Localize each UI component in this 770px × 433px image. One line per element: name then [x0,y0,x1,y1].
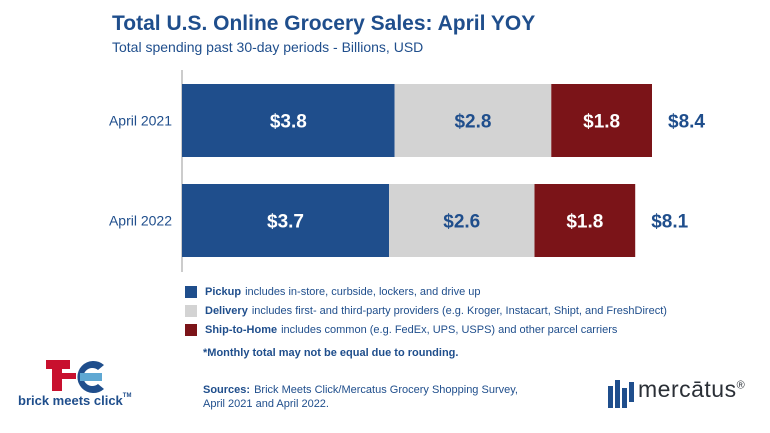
legend-name-delivery: Delivery [205,304,248,317]
legend-swatch-pickup [185,285,197,298]
rounding-footnote: *Monthly total may not be equal due to r… [203,347,459,359]
mercatus-logo-mark [608,380,634,408]
stacked-bar-chart: April 2021 $3.8 $2.8 $1.8 $8.4 April 2022 $3.7… [109,70,705,272]
bar-segment-pickup [182,84,395,157]
legend-swatch-ship-to-home [185,323,197,336]
trademark-mark: TM [122,393,132,399]
registered-mark: ® [736,379,746,392]
chart-title: Total U.S. Online Grocery Sales: April Y… [112,12,536,35]
total-label: $8.4 [668,112,705,133]
mercatus-wordmark: mercātus [638,376,737,402]
sources-note: Sources: Brick Meets Click/Mercatus Groce… [203,383,518,411]
legend-name-pickup: Pickup [205,285,242,298]
legend-desc-delivery: includes first- and third-party provider… [251,304,667,317]
category-label: April 2022 [109,213,172,229]
sources-line-1: Sources: Brick Meets Click/Mercatus Groce… [203,383,518,397]
bar-segment-delivery [389,184,535,257]
bar-segment-pickup [182,184,390,257]
chart-subtitle: Total spending past 30-day periods - Bil… [112,39,424,55]
legend-desc-pickup: includes in-store, curbside, lockers, an… [245,285,481,298]
legend-item-pickup: Pickup includes in-store, curbside, lock… [185,282,667,301]
total-label: $8.1 [651,212,688,233]
legend-item-delivery: Delivery includes first- and third-party… [185,301,667,320]
brick-meets-click-logo-mark [46,360,104,393]
mercatus-logo-text: mercātus® [638,376,745,403]
legend-name-ship-to-home: Ship-to-Home [205,323,278,336]
legend-item-ship-to-home: Ship-to-Home includes common (e.g. FedEx… [185,320,667,339]
sources-label: Sources: [203,384,251,396]
data-label: $1.8 [566,212,603,233]
data-label: $2.6 [443,212,480,233]
data-label: $1.8 [583,112,620,133]
sources-text-1: Brick Meets Click/Mercatus Grocery Shopp… [254,384,518,396]
brick-meets-click-logo-text: brick meets clickTM [18,393,131,408]
legend: Pickup includes in-store, curbside, lock… [185,282,667,339]
data-label: $2.8 [454,112,491,133]
brick-meets-click-wordmark: brick meets click [18,393,123,408]
legend-desc-ship-to-home: includes common (e.g. FedEx, UPS, USPS) … [281,323,618,336]
data-label: $3.8 [270,112,307,133]
bar-segment-ship-to-home [534,184,636,257]
category-label: April 2021 [109,113,172,129]
bar-segment-delivery [394,84,552,157]
bar-segment-ship-to-home [551,84,652,157]
data-label: $3.7 [267,212,304,233]
sources-text-2: April 2021 and April 2022. [203,398,329,410]
legend-swatch-delivery [185,304,197,317]
